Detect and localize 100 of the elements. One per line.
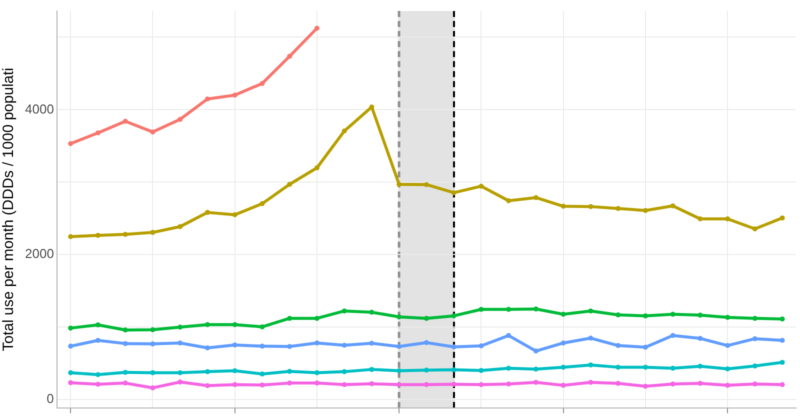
point: [752, 363, 758, 368]
point: [342, 382, 347, 388]
point: [68, 234, 74, 240]
point: [342, 128, 347, 134]
point: [560, 204, 566, 209]
point: [68, 380, 74, 386]
point: [342, 369, 347, 374]
y-axis-title: Total use per month (DDDs / 1000 populati: [0, 68, 18, 352]
point: [204, 383, 210, 388]
point: [506, 306, 512, 312]
point: [588, 308, 594, 314]
point: [204, 345, 210, 350]
point: [95, 232, 100, 238]
point: [670, 312, 676, 317]
point: [150, 230, 156, 235]
point: [122, 232, 128, 237]
point: [95, 322, 100, 328]
point: [533, 366, 538, 372]
point: [698, 336, 703, 341]
point: [424, 340, 429, 346]
point: [725, 382, 730, 388]
point: [616, 206, 621, 212]
point: [232, 92, 238, 98]
point: [560, 364, 566, 370]
point: [204, 369, 210, 374]
point: [478, 306, 484, 312]
point: [150, 341, 156, 346]
point: [451, 313, 456, 318]
point: [752, 336, 758, 342]
point: [314, 26, 320, 31]
point: [560, 312, 566, 317]
point: [122, 380, 128, 386]
point: [314, 340, 320, 346]
point: [260, 372, 265, 377]
point: [95, 130, 100, 136]
point: [396, 344, 402, 350]
point: [506, 198, 512, 204]
point: [478, 184, 484, 189]
point: [287, 344, 292, 350]
point: [369, 310, 374, 315]
point: [670, 333, 676, 338]
point: [178, 224, 183, 230]
point: [533, 348, 538, 354]
y-tick-label: 4000: [25, 101, 54, 116]
point: [752, 226, 758, 232]
point: [533, 195, 538, 200]
point: [314, 316, 320, 321]
point: [506, 382, 512, 386]
point: [95, 382, 100, 387]
point: [232, 368, 238, 374]
point: [725, 366, 730, 372]
point: [260, 382, 265, 388]
point: [396, 368, 402, 374]
point: [533, 380, 538, 385]
point: [150, 385, 156, 390]
point: [287, 368, 292, 374]
point: [670, 366, 676, 371]
point: [533, 306, 538, 312]
point: [588, 204, 594, 210]
point: [588, 380, 594, 385]
point: [232, 342, 238, 348]
point: [560, 340, 566, 346]
point: [396, 182, 402, 187]
point: [451, 382, 456, 387]
point: [232, 322, 238, 328]
point: [588, 362, 594, 368]
point: [780, 316, 785, 322]
point: [314, 370, 320, 376]
point: [616, 364, 621, 370]
point: [287, 54, 292, 59]
point: [478, 382, 484, 388]
point: [178, 324, 183, 330]
point: [150, 129, 156, 134]
point: [725, 343, 730, 348]
point: [780, 382, 785, 388]
point: [780, 338, 785, 343]
point: [204, 322, 210, 328]
point: [178, 380, 183, 385]
point: [642, 208, 648, 213]
point: [314, 165, 320, 170]
point: [642, 384, 648, 389]
y-tick-label: 2000: [25, 246, 54, 262]
point: [287, 316, 292, 321]
point: [752, 382, 758, 386]
point: [424, 182, 429, 188]
point: [506, 333, 512, 338]
point: [68, 141, 74, 146]
point: [122, 341, 128, 346]
point: [68, 344, 74, 349]
point: [642, 344, 648, 350]
point: [752, 316, 758, 321]
point: [616, 380, 621, 386]
point: [451, 367, 456, 372]
point: [642, 313, 648, 318]
point: [204, 96, 210, 102]
point: [68, 370, 74, 376]
point: [424, 382, 429, 388]
point: [260, 201, 265, 206]
point: [369, 381, 374, 386]
point: [150, 327, 156, 332]
